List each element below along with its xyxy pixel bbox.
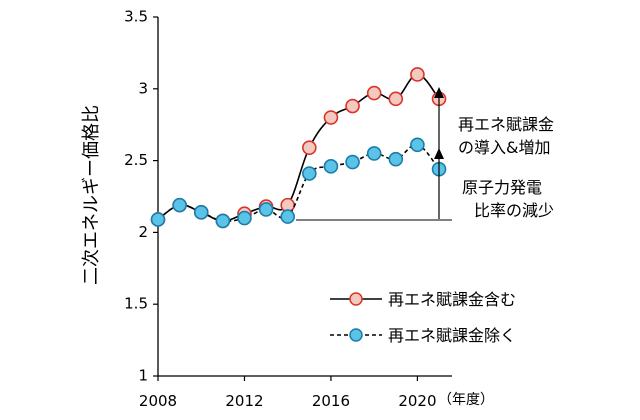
data-point-with-levy: [366, 85, 382, 101]
data-point-without-levy: [345, 154, 360, 170]
data-point-without-levy: [215, 213, 231, 229]
annotation-nuclear-ratio-line2: 比率の減少: [474, 201, 554, 220]
y-tick-label: 1.5: [124, 295, 148, 313]
legend-label-without-levy: 再エネ賦課金除く: [388, 326, 516, 345]
y-tick-label: 1: [138, 367, 148, 385]
data-point-with-levy: [345, 98, 360, 114]
y-axis-label: 二次エネルギー価格比: [81, 105, 102, 285]
x-tick-label: 2008: [139, 392, 177, 410]
y-tick-label: 3.5: [124, 8, 148, 26]
data-point-without-levy: [410, 137, 425, 153]
data-point-without-levy: [280, 209, 296, 224]
data-point-without-levy: [388, 151, 404, 167]
x-unit-label: （年度）: [438, 392, 494, 408]
data-point-with-levy: [388, 91, 404, 107]
data-point-with-levy: [410, 67, 425, 82]
data-point-with-levy: [323, 110, 339, 125]
data-point-without-levy: [323, 159, 339, 174]
y-ticks: 1 1.5 2 2.5 3 3.5: [124, 8, 158, 385]
x-tick-label: 2020: [398, 392, 436, 410]
data-point-without-levy: [258, 202, 274, 217]
data-point-without-levy: [302, 166, 317, 181]
annotation-nuclear-ratio-line1: 原子力発電: [462, 178, 542, 197]
levy-gap-arrow-head: [434, 87, 444, 98]
annotation-renewable-levy-line2: の導入&増加: [458, 138, 550, 157]
x-ticks: 2008 2012 2016 2020: [139, 376, 437, 410]
data-point-without-levy: [193, 204, 209, 220]
x-tick-label: 2016: [312, 392, 350, 410]
data-point-with-levy: [302, 140, 317, 155]
data-point-without-levy: [237, 210, 252, 226]
data-point-without-levy: [366, 146, 382, 161]
data-point-without-levy: [172, 197, 187, 213]
y-tick-label: 3: [138, 79, 148, 97]
legend-label-with-levy: 再エネ賦課金含む: [388, 290, 516, 309]
nuclear-gap-arrow-head: [434, 148, 444, 159]
annotation-renewable-levy-line1: 再エネ賦課金: [458, 115, 554, 134]
y-tick-label: 2.5: [124, 151, 148, 169]
series-group: [150, 67, 447, 229]
y-tick-label: 2: [138, 223, 148, 241]
legend: 再エネ賦課金含む 再エネ賦課金除く: [330, 290, 516, 345]
data-point-without-levy: [150, 212, 166, 227]
legend-marker-with-levy: [349, 292, 363, 306]
legend-marker-without-levy: [349, 328, 363, 342]
x-tick-label: 2012: [225, 392, 263, 410]
